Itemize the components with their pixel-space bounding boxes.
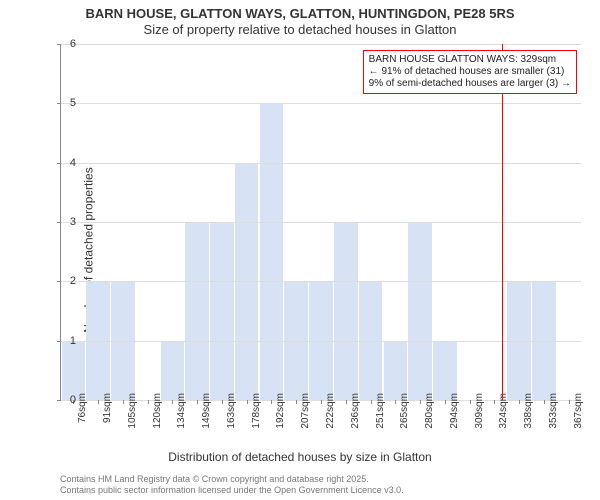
annotation-line: BARN HOUSE GLATTON WAYS: 329sqm <box>369 54 571 66</box>
x-tick-mark <box>172 400 173 404</box>
x-tick-mark <box>544 400 545 404</box>
x-tick-label: 251sqm <box>375 393 386 437</box>
y-tick-label: 4 <box>56 157 76 169</box>
gridline <box>61 44 581 45</box>
gridline <box>61 163 581 164</box>
plot-area: 76sqm91sqm105sqm120sqm134sqm149sqm163sqm… <box>60 44 581 401</box>
x-tick-mark <box>197 400 198 404</box>
x-tick-label: 163sqm <box>226 393 237 437</box>
bar <box>260 103 285 400</box>
x-tick-mark <box>222 400 223 404</box>
x-tick-label: 149sqm <box>201 393 212 437</box>
bar <box>161 341 186 400</box>
x-tick-label: 76sqm <box>77 393 88 437</box>
x-tick-label: 207sqm <box>300 393 311 437</box>
x-tick-mark <box>494 400 495 404</box>
footer-line-2: Contains public sector information licen… <box>60 485 404 496</box>
footer-line-1: Contains HM Land Registry data © Crown c… <box>60 474 404 485</box>
marker-line <box>502 44 503 400</box>
bar <box>334 222 359 400</box>
gridline <box>61 103 581 104</box>
x-tick-mark <box>470 400 471 404</box>
x-tick-mark <box>321 400 322 404</box>
bar <box>408 222 433 400</box>
x-tick-label: 367sqm <box>573 393 584 437</box>
x-tick-label: 105sqm <box>127 393 138 437</box>
x-tick-label: 178sqm <box>251 393 262 437</box>
chart-container: BARN HOUSE, GLATTON WAYS, GLATTON, HUNTI… <box>0 0 600 500</box>
x-tick-mark <box>123 400 124 404</box>
x-tick-label: 120sqm <box>152 393 163 437</box>
x-tick-mark <box>247 400 248 404</box>
subtitle: Size of property relative to detached ho… <box>0 22 600 37</box>
x-tick-mark <box>569 400 570 404</box>
annotation-line: ← 91% of detached houses are smaller (31… <box>369 66 571 78</box>
gridline <box>61 222 581 223</box>
x-tick-label: 338sqm <box>523 393 534 437</box>
x-tick-label: 280sqm <box>424 393 435 437</box>
y-tick-label: 6 <box>56 38 76 50</box>
bar <box>62 341 87 400</box>
y-tick-label: 0 <box>56 394 76 406</box>
x-tick-mark <box>395 400 396 404</box>
y-tick-label: 3 <box>56 216 76 228</box>
gridline <box>61 281 581 282</box>
x-tick-label: 353sqm <box>548 393 559 437</box>
y-tick-label: 5 <box>56 97 76 109</box>
x-tick-label: 91sqm <box>102 393 113 437</box>
x-tick-mark <box>271 400 272 404</box>
x-tick-label: 309sqm <box>474 393 485 437</box>
x-tick-label: 222sqm <box>325 393 336 437</box>
x-tick-label: 192sqm <box>275 393 286 437</box>
x-tick-label: 134sqm <box>176 393 187 437</box>
x-tick-label: 236sqm <box>350 393 361 437</box>
y-tick-label: 1 <box>56 335 76 347</box>
footer: Contains HM Land Registry data © Crown c… <box>60 474 404 496</box>
bar <box>210 222 235 400</box>
x-axis-label: Distribution of detached houses by size … <box>0 450 600 464</box>
x-tick-mark <box>519 400 520 404</box>
x-tick-label: 294sqm <box>449 393 460 437</box>
x-tick-mark <box>445 400 446 404</box>
x-tick-label: 265sqm <box>399 393 410 437</box>
x-tick-mark <box>148 400 149 404</box>
y-tick-label: 2 <box>56 275 76 287</box>
x-tick-label: 324sqm <box>498 393 509 437</box>
annotation-box: BARN HOUSE GLATTON WAYS: 329sqm← 91% of … <box>363 50 577 94</box>
x-tick-mark <box>98 400 99 404</box>
annotation-line: 9% of semi-detached houses are larger (3… <box>369 78 571 90</box>
bar <box>384 341 409 400</box>
bar <box>185 222 210 400</box>
gridline <box>61 341 581 342</box>
x-tick-mark <box>296 400 297 404</box>
x-tick-mark <box>420 400 421 404</box>
x-tick-mark <box>371 400 372 404</box>
bar <box>433 341 458 400</box>
x-tick-mark <box>346 400 347 404</box>
page-title: BARN HOUSE, GLATTON WAYS, GLATTON, HUNTI… <box>0 6 600 21</box>
